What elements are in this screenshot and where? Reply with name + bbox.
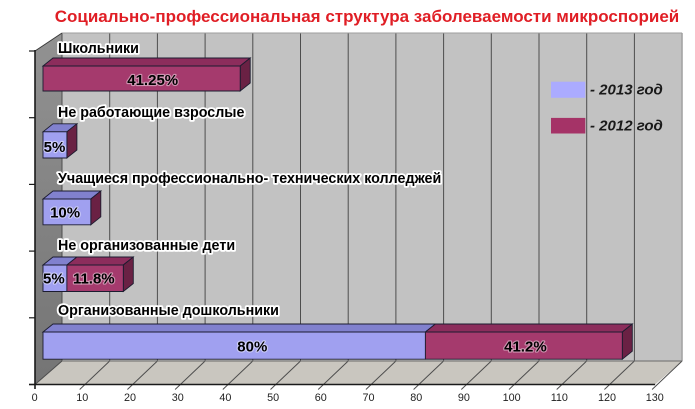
svg-text:Организованные дошкольники: Организованные дошкольники bbox=[58, 303, 279, 319]
svg-text:Учащиеся профессионально- техн: Учащиеся профессионально- технических ко… bbox=[58, 171, 441, 187]
svg-text:- 2012 год: - 2012 год bbox=[590, 118, 663, 135]
svg-text:130: 130 bbox=[646, 392, 664, 404]
svg-text:40: 40 bbox=[219, 392, 231, 404]
svg-text:- 2013 год: - 2013 год bbox=[590, 82, 663, 99]
svg-text:120: 120 bbox=[598, 392, 616, 404]
svg-text:5%: 5% bbox=[43, 271, 65, 288]
svg-text:30: 30 bbox=[172, 392, 184, 404]
svg-text:80%: 80% bbox=[237, 338, 267, 355]
svg-text:41.25%: 41.25% bbox=[127, 72, 178, 89]
svg-text:41.2%: 41.2% bbox=[504, 338, 547, 355]
svg-text:0: 0 bbox=[32, 392, 38, 404]
svg-text:90: 90 bbox=[458, 392, 470, 404]
svg-text:100: 100 bbox=[503, 392, 521, 404]
svg-text:11.8%: 11.8% bbox=[73, 271, 115, 288]
svg-text:20: 20 bbox=[124, 392, 136, 404]
svg-text:Социально-профессиональная стр: Социально-профессиональная структура заб… bbox=[55, 7, 680, 26]
svg-text:110: 110 bbox=[551, 392, 568, 404]
svg-text:Не работающие взрослые: Не работающие взрослые bbox=[58, 105, 244, 121]
svg-text:Школьники: Школьники bbox=[58, 41, 139, 57]
svg-text:5%: 5% bbox=[44, 139, 66, 156]
svg-text:10: 10 bbox=[76, 392, 88, 404]
svg-text:80: 80 bbox=[410, 392, 422, 404]
svg-text:60: 60 bbox=[315, 392, 327, 404]
svg-text:10%: 10% bbox=[50, 204, 80, 221]
svg-text:50: 50 bbox=[267, 392, 279, 404]
svg-text:70: 70 bbox=[362, 392, 374, 404]
svg-text:Не организованные дети: Не организованные дети bbox=[58, 238, 235, 254]
